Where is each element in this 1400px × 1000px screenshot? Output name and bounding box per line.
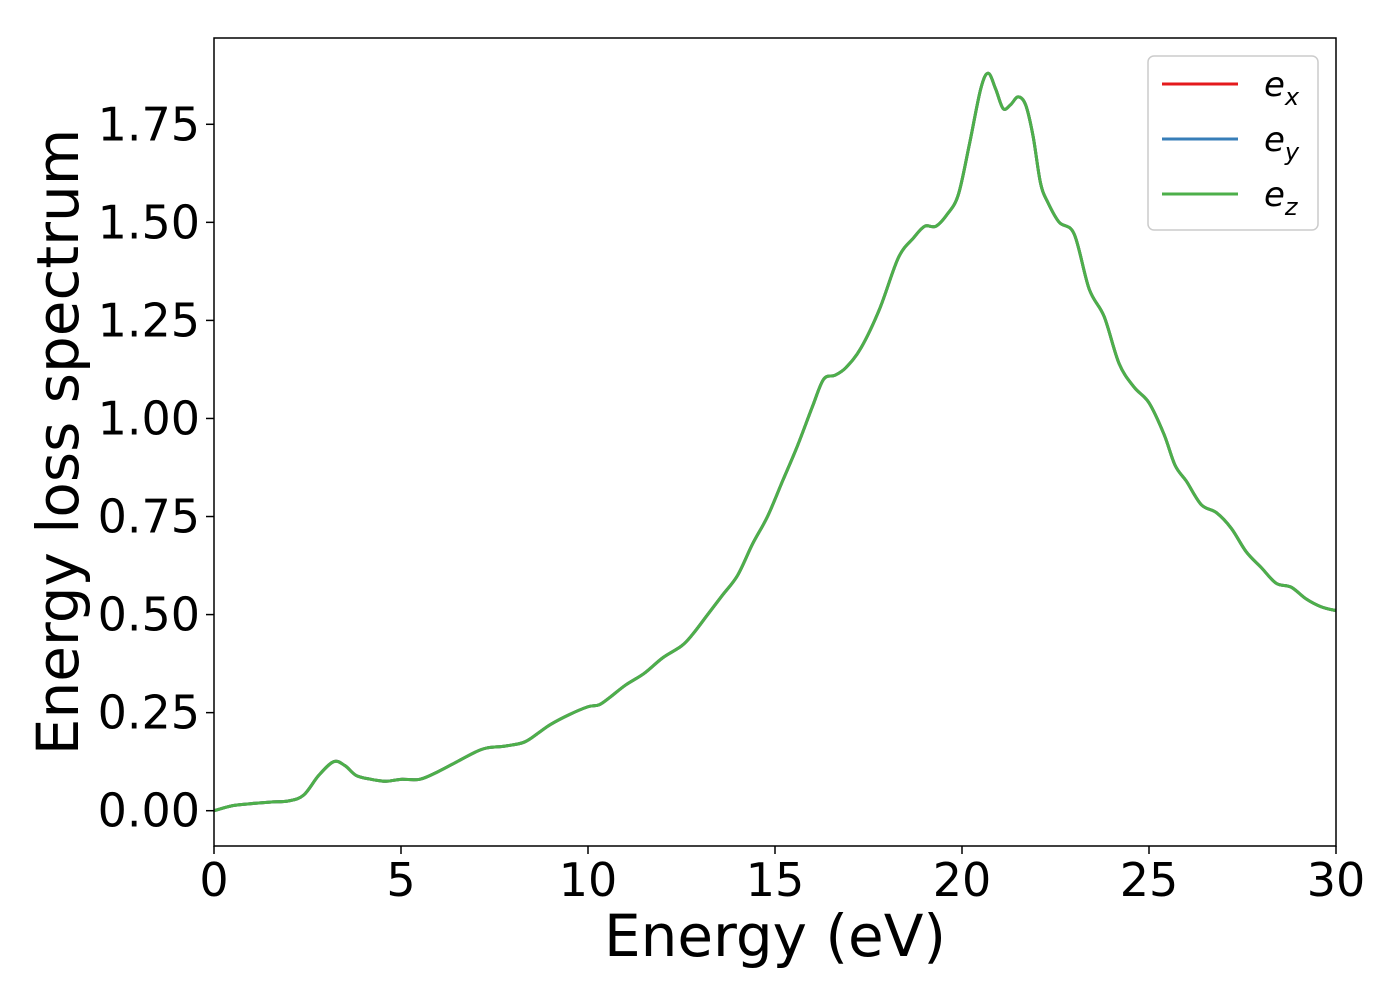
legend-label: ex <box>1264 65 1300 111</box>
x-tick-label: 15 <box>746 853 805 907</box>
y-tick-label: 0.50 <box>98 588 200 642</box>
x-tick-label: 0 <box>199 853 228 907</box>
plot-lines <box>213 71 1337 813</box>
legend-label-main: e <box>1264 65 1285 105</box>
x-axis: 0 5 10 15 20 25 30 <box>199 846 1365 907</box>
y-tick-label: 1.75 <box>98 97 200 151</box>
x-tick-label: 30 <box>1307 853 1366 907</box>
y-tick-label: 0.75 <box>98 490 200 544</box>
y-axis: 0.00 0.25 0.50 0.75 1.00 1.25 1.50 1.75 <box>98 97 214 838</box>
y-tick-label: 0.25 <box>98 686 200 740</box>
legend-label-main: e <box>1264 175 1285 215</box>
legend-label-sub: x <box>1284 83 1300 111</box>
x-tick-label: 5 <box>386 853 415 907</box>
x-tick-label: 10 <box>559 853 618 907</box>
y-axis-label: Energy loss spectrum <box>24 129 92 755</box>
legend-label: ey <box>1264 120 1300 166</box>
y-tick-label: 0.00 <box>98 784 200 838</box>
y-tick-label: 1.50 <box>98 195 200 249</box>
legend-label: ez <box>1264 175 1299 221</box>
x-axis-label: Energy (eV) <box>604 902 946 970</box>
x-tick-label: 20 <box>933 853 992 907</box>
legend-label-sub: y <box>1284 138 1300 166</box>
y-tick-label: 1.00 <box>98 391 200 445</box>
legend-label-main: e <box>1264 120 1285 160</box>
legend-label-sub: z <box>1284 193 1299 221</box>
legend-box <box>1147 55 1319 231</box>
x-tick-label: 25 <box>1120 853 1179 907</box>
y-tick-label: 1.25 <box>98 293 200 347</box>
series-line-ez <box>213 71 1337 813</box>
